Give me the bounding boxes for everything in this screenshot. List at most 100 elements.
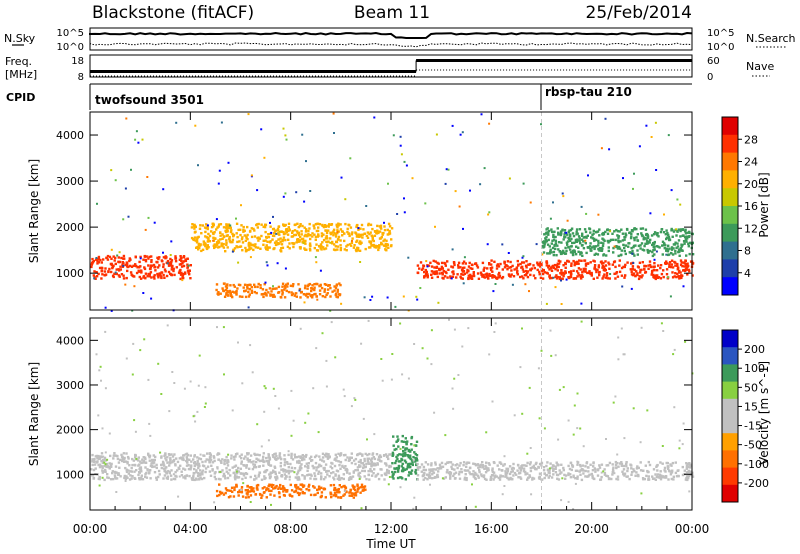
echo-cell xyxy=(462,227,464,230)
echo-cell xyxy=(613,230,616,233)
echo-cell xyxy=(600,260,603,263)
echo-cell xyxy=(399,447,402,450)
echo-cell xyxy=(222,493,226,496)
echo-cell xyxy=(355,249,358,253)
echo-cell xyxy=(148,422,151,425)
echo-cell xyxy=(617,236,620,239)
echo-cell xyxy=(504,472,508,475)
echo-cell xyxy=(521,268,525,271)
echo-cell xyxy=(488,262,491,265)
echo-cell xyxy=(676,245,680,248)
echo-cell xyxy=(646,469,649,473)
echo-cell xyxy=(568,276,571,280)
echo-cell xyxy=(256,246,260,249)
echo-cell xyxy=(332,230,335,233)
echo-cell xyxy=(639,227,643,230)
echo-cell xyxy=(159,274,162,277)
echo-cell xyxy=(623,235,626,239)
echo-cell xyxy=(249,283,252,287)
echo-cell xyxy=(153,471,157,474)
echo-cell xyxy=(150,462,153,465)
echo-cell xyxy=(134,477,137,480)
echo-cell xyxy=(270,231,273,234)
echo-cell xyxy=(509,260,512,264)
echo-cell xyxy=(650,265,653,268)
echo-cell xyxy=(557,438,560,441)
echo-cell xyxy=(670,263,674,266)
echo-cell xyxy=(654,478,657,481)
echo-cell xyxy=(271,228,275,231)
echo-cell xyxy=(585,212,588,215)
echo-cell xyxy=(605,438,607,440)
echo-cell xyxy=(460,470,463,474)
echo-cell xyxy=(149,267,152,271)
echo-cell xyxy=(563,251,566,254)
echo-cell xyxy=(203,406,206,408)
echo-cell xyxy=(364,465,367,469)
echo-cell xyxy=(672,475,675,478)
echo-cell xyxy=(351,237,354,240)
echo-cell xyxy=(274,476,277,479)
echo-cell xyxy=(122,254,126,258)
echo-cell xyxy=(324,247,328,250)
echo-cell xyxy=(208,234,212,238)
echo-cell xyxy=(296,461,299,464)
echo-cell xyxy=(245,466,248,469)
echo-cell xyxy=(453,261,456,265)
echo-cell xyxy=(546,227,549,230)
echo-cell xyxy=(206,465,210,468)
echo-cell xyxy=(371,235,374,238)
echo-cell xyxy=(253,235,257,238)
echo-cell xyxy=(632,407,635,410)
echo-cell xyxy=(168,471,171,474)
echo-cell xyxy=(469,277,472,280)
echo-cell xyxy=(607,261,610,264)
echo-cell xyxy=(465,271,469,274)
echo-cell xyxy=(295,455,299,459)
echo-cell xyxy=(449,475,452,478)
echo-cell xyxy=(102,455,105,458)
echo-cell xyxy=(620,228,623,231)
echo-cell xyxy=(522,470,526,473)
echo-cell xyxy=(486,469,489,472)
echo-cell xyxy=(656,469,659,472)
echo-cell xyxy=(371,227,374,231)
echo-cell xyxy=(90,265,93,269)
echo-cell xyxy=(337,223,341,226)
echo-cell xyxy=(656,245,660,248)
echo-cell xyxy=(662,231,666,234)
echo-cell xyxy=(576,275,579,278)
echo-cell xyxy=(614,395,617,398)
echo-cell xyxy=(643,477,646,481)
echo-cell xyxy=(593,264,597,267)
echo-cell xyxy=(490,476,493,479)
echo-cell xyxy=(329,241,332,244)
echo-cell xyxy=(571,465,574,468)
echo-cell xyxy=(264,470,267,474)
echo-cell xyxy=(345,245,348,248)
echo-cell xyxy=(249,344,252,347)
echo-cell xyxy=(623,249,626,253)
echo-cell xyxy=(144,461,147,464)
echo-cell xyxy=(645,239,649,242)
echo-cell xyxy=(650,271,654,274)
echo-cell xyxy=(678,269,681,272)
echo-cell xyxy=(303,492,306,495)
echo-cell xyxy=(277,285,281,289)
echo-cell xyxy=(414,457,417,460)
echo-cell xyxy=(653,477,656,480)
echo-cell xyxy=(624,252,627,256)
echo-cell xyxy=(366,236,370,239)
echo-cell xyxy=(317,472,320,475)
echo-cell xyxy=(653,248,656,251)
echo-cell xyxy=(126,460,129,464)
echo-cell xyxy=(299,456,302,459)
echo-cell xyxy=(678,439,681,442)
echo-cell xyxy=(480,474,483,478)
echo-cell xyxy=(160,393,163,395)
echo-cell xyxy=(281,485,285,488)
echo-cell xyxy=(288,247,291,250)
echo-cell xyxy=(646,235,649,238)
echo-cell xyxy=(677,474,680,478)
echo-cell xyxy=(661,240,665,243)
